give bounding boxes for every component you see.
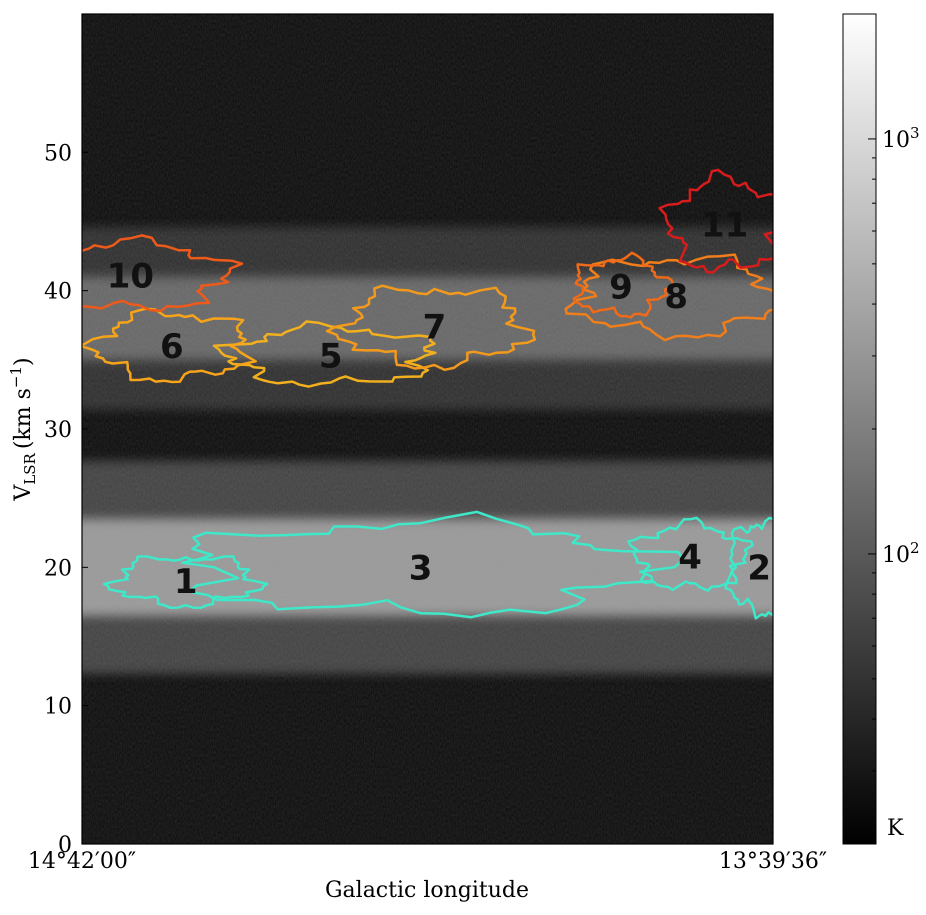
- clump-label-5: 5: [319, 337, 343, 377]
- clump-label-1: 1: [174, 562, 198, 602]
- y-tick-label: 50: [44, 141, 72, 166]
- y-tick-label: 40: [44, 280, 72, 305]
- x-tick-label: 13°39′36″: [719, 849, 827, 874]
- clump-label-11: 11: [701, 205, 748, 245]
- clump-contour-5: [212, 320, 437, 388]
- x-axis-label: Galactic longitude: [325, 878, 529, 903]
- y-tick-label: 10: [44, 695, 72, 720]
- clump-contour-6: [82, 307, 257, 384]
- colorbar: 102 103 K: [842, 13, 920, 845]
- plot-area: 1 2 3 4 5 6 7 89 10 11: [82, 14, 773, 844]
- clump-label-2: 2: [747, 548, 771, 588]
- x-tick-label: 14°42′00″: [28, 849, 136, 874]
- clump-contour-3: [181, 510, 684, 619]
- y-axis: 0 10 20 30 40 50: [44, 141, 88, 858]
- clump-contour-4: [627, 516, 754, 592]
- x-axis: 14°42′00″ 13°39′36″: [28, 838, 827, 874]
- colorbar-tick-label: 103: [882, 124, 920, 153]
- colorbar-ticks: 102 103: [868, 13, 920, 845]
- clump-contours: [82, 168, 773, 620]
- clump-label-4: 4: [678, 537, 702, 577]
- y-tick-label: 0: [58, 833, 72, 858]
- clump-contour-2: [724, 516, 773, 620]
- clump-label-6: 6: [160, 327, 184, 367]
- noise-layer: [82, 14, 773, 844]
- clump-label-9: 9: [609, 268, 633, 308]
- y-axis-label: VLSR(km s−1): [7, 357, 39, 501]
- colorbar-unit: K: [887, 816, 904, 841]
- clump-label-3: 3: [409, 548, 433, 588]
- colorbar-tick-label: 102: [882, 539, 920, 568]
- clump-contour-8: [564, 253, 773, 342]
- clump-contour-11: [658, 168, 773, 274]
- y-tick-label: 30: [44, 418, 72, 443]
- clump-contour-10: [82, 234, 244, 313]
- clump-contour-7: [325, 284, 537, 372]
- clump-label-8: 8: [664, 277, 688, 317]
- colorbar-gradient: [842, 13, 877, 845]
- clump-label-7: 7: [423, 308, 447, 348]
- clump-label-10: 10: [107, 256, 154, 296]
- clump-contour-9: [572, 251, 675, 319]
- clump-labels: 1 2 3 4 5 6 7 89 10 11: [107, 205, 771, 602]
- y-tick-label: 20: [44, 556, 72, 581]
